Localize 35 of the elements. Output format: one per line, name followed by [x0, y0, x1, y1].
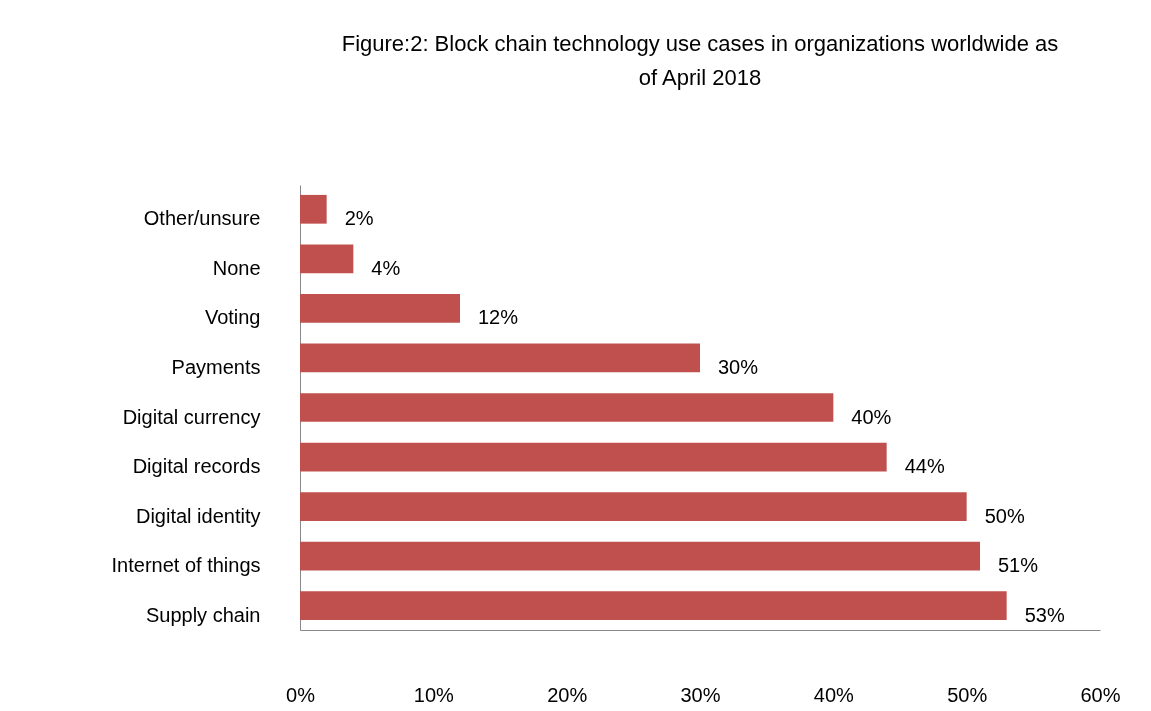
y-tick-label: Digital currency	[122, 405, 261, 428]
bar	[300, 294, 460, 323]
data-label: 12%	[478, 306, 519, 329]
bar	[300, 591, 1007, 621]
x-tick-label: 40%	[813, 683, 855, 706]
data-label: 4%	[371, 256, 401, 279]
bar	[300, 442, 887, 472]
data-label: 51%	[998, 554, 1039, 577]
y-tick-label: Other/unsure	[143, 207, 261, 230]
y-tick-label: Digital identity	[135, 504, 261, 527]
bar	[300, 343, 700, 373]
y-tick-label: Supply chain	[145, 603, 261, 626]
x-tick-label: 10%	[413, 683, 455, 706]
data-label: 53%	[1024, 603, 1065, 626]
bar	[300, 244, 354, 274]
y-tick-label: Digital records	[132, 455, 261, 478]
data-label: 2%	[344, 207, 374, 230]
data-label: 50%	[984, 504, 1025, 527]
data-label: 40%	[851, 405, 892, 428]
x-tick-label: 50%	[947, 683, 988, 706]
x-tick-label: 60%	[1080, 683, 1121, 706]
data-label: 44%	[904, 455, 945, 478]
y-tick-label: Voting	[204, 306, 261, 329]
bar	[300, 492, 967, 521]
y-tick-label: Payments	[171, 355, 261, 378]
x-tick-label: 30%	[680, 683, 721, 706]
y-tick-label: None	[212, 256, 261, 279]
chart-title: Figure:2: Block chain technology use cases in organizations worldwide as of April 2018	[341, 31, 1059, 90]
x-tick-label: 20%	[547, 683, 588, 706]
y-tick-label: Internet of things	[111, 554, 261, 577]
bar	[300, 541, 980, 571]
bar	[300, 194, 327, 224]
data-label: 30%	[718, 355, 759, 378]
bar	[300, 393, 834, 422]
x-tick-label: 0%	[286, 683, 316, 706]
